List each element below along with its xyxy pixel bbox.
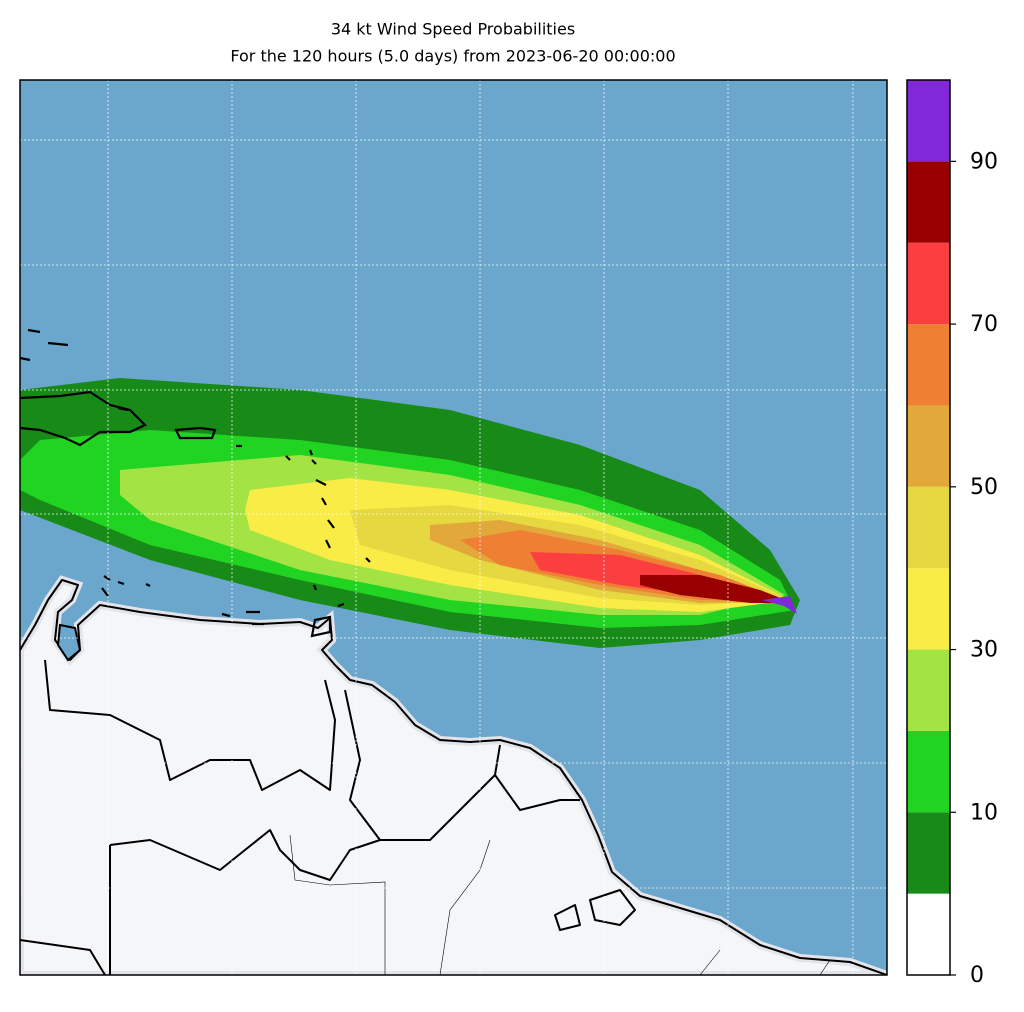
colorbar-tick-label: 10 <box>970 800 998 825</box>
swath-level <box>640 575 793 603</box>
border <box>20 845 111 975</box>
colorbar-frame <box>906 79 951 976</box>
delta <box>554 889 636 931</box>
probability-swath <box>20 378 800 648</box>
lake <box>56 623 82 662</box>
island <box>20 390 147 447</box>
colorbar-segment <box>907 812 950 894</box>
island <box>20 328 371 626</box>
colorbar-segment <box>907 730 950 813</box>
swath-level <box>762 596 797 614</box>
colorbar-segment <box>907 80 950 162</box>
coastline <box>20 579 887 975</box>
colorbar-segment <box>907 324 950 406</box>
colorbar-tick-label: 0 <box>970 963 984 988</box>
map-frame <box>19 79 888 976</box>
colorbar: 0 10 30 50 70 90 <box>906 79 998 988</box>
border <box>344 689 501 841</box>
colorbar-segment <box>907 649 950 731</box>
colorbar-tick-label: 30 <box>970 638 998 663</box>
colorbar-tick-label: 90 <box>970 149 998 174</box>
border <box>109 829 381 881</box>
border <box>44 659 336 791</box>
island <box>174 426 217 440</box>
island <box>310 615 332 638</box>
map <box>20 80 887 975</box>
chart-subtitle: For the 120 hours (5.0 days) from 2023-0… <box>230 47 675 66</box>
colorbar-segment <box>907 242 950 325</box>
colorbar-tick-label: 70 <box>970 312 998 337</box>
border <box>289 834 831 975</box>
colorbar-segment <box>907 161 950 243</box>
colorbar-segment <box>907 893 950 975</box>
chart-title: 34 kt Wind Speed Probabilities <box>331 20 575 39</box>
colorbar-tick-label: 50 <box>970 475 998 500</box>
graticule <box>20 80 887 975</box>
colorbar-segment <box>907 486 950 569</box>
colorbar-segment <box>907 568 950 650</box>
colorbar-segment <box>907 405 950 487</box>
border <box>494 774 580 811</box>
